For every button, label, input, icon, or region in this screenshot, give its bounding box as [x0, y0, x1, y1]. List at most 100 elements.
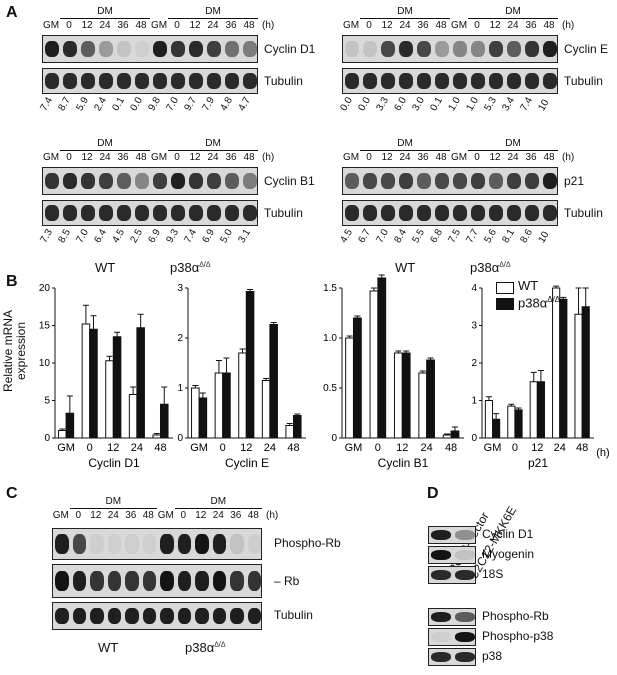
- cyclin_b1-tubulin-blot-band: [81, 205, 95, 221]
- p21-blot-band: [417, 172, 431, 190]
- cyclin_d1-quant-value: 9.8: [146, 95, 163, 113]
- cyclin_b1-lane-label: 0: [66, 152, 72, 163]
- cyclin_b1-tubulin-label: Tubulin: [264, 206, 303, 220]
- p21-lane-label: 24: [507, 152, 519, 163]
- panel-c-lane-label: GM: [52, 510, 69, 521]
- cyclin_e-blot-band: [507, 40, 521, 58]
- rb-blot: [52, 564, 262, 598]
- phospho-rb-blot-band: [247, 534, 261, 554]
- cyclin_b1-blot-band: [63, 172, 77, 190]
- cyclin_d1-quant-value: 0.1: [110, 95, 127, 113]
- p21-dm-line: [468, 150, 558, 151]
- chart-1-y-tick-label: 2: [177, 333, 183, 344]
- chart-0-category-label: 12: [107, 442, 119, 454]
- cyclin_e-blot-band: [435, 40, 449, 58]
- chart-0-bar-ko: [65, 412, 75, 439]
- cyclin_d1-blot-band: [189, 40, 203, 58]
- chart-2-bar-wt: [393, 352, 403, 439]
- panel-d-phospho-p38-blot: [428, 628, 476, 646]
- rb-blot-band: [195, 570, 209, 592]
- cyclin_d1-quant-value: 0.0: [128, 95, 145, 113]
- cyclin_d1-lane-label: 12: [81, 20, 93, 31]
- cyclin_d1-lane-label: 0: [66, 20, 72, 31]
- panel-label-a: A: [6, 4, 18, 21]
- p21-tubulin-blot-band: [417, 205, 431, 221]
- panel-c-lane-label: 24: [107, 510, 119, 521]
- p21-lane-label: 0: [474, 152, 480, 163]
- panel-c-tubulin-blot-band: [230, 607, 244, 625]
- cyclin_d1-blot-band: [81, 40, 95, 58]
- chart-1-bar-ko: [198, 397, 208, 439]
- cyclin_e-hours-unit: (h): [562, 20, 575, 31]
- panel-d-18s-blot-band: [431, 569, 451, 581]
- cyclin_e-tubulin-blot-band: [489, 73, 503, 89]
- cyclin_e-quant-value: 3.3: [374, 95, 391, 113]
- cyclin_e-lane-label: GM: [451, 20, 468, 31]
- p21-blot-band: [489, 172, 503, 190]
- cyclin_b1-tubulin-blot-band: [45, 205, 59, 221]
- cyclin_d1-tubulin-blot: [42, 68, 258, 94]
- p21-tubulin-blot-band: [381, 205, 395, 221]
- chart-3-bar-ko: [514, 409, 523, 439]
- cyclin_d1-lane-label: 24: [207, 20, 219, 31]
- cyclin_d1-quant-value: 9.7: [182, 95, 199, 113]
- cyclin_d1-blot-band: [99, 40, 113, 58]
- panel-label-d: D: [427, 485, 439, 502]
- chart-1-y-tick-label: 0: [177, 433, 183, 444]
- chart-3-bar-ko: [492, 418, 501, 439]
- cyclin_b1-tubulin-blot-band: [135, 205, 149, 221]
- panel-c-lane-label: 0: [180, 510, 187, 521]
- panel-c-genotype-wt: WT: [98, 640, 119, 655]
- rb-label: – Rb: [274, 574, 300, 588]
- rb-blot-band: [55, 570, 69, 592]
- chart-0-y-tick-label: 0: [44, 433, 50, 444]
- cyclin_d1-blot-band: [225, 40, 239, 58]
- chart-3-category-label: 12: [531, 442, 543, 454]
- chart-3-y-tick-label: 1: [471, 396, 477, 407]
- cyclin_e-tubulin-blot: [342, 68, 558, 94]
- chart-3-bar-wt: [507, 405, 516, 439]
- cyclin_b1-quant-value: 9.3: [164, 227, 181, 245]
- cyclin_b1-blot-band: [225, 172, 239, 190]
- rb-blot-band: [247, 570, 261, 592]
- cyclin_d1-blot-band: [171, 40, 185, 58]
- panel-c-tubulin-blot-band: [90, 607, 104, 625]
- chart-1-category-label: 12: [240, 442, 252, 454]
- cyclin_b1-quant-value: 6.9: [146, 227, 163, 245]
- cyclin_b1-lane-label: GM: [151, 152, 168, 163]
- cyclin_b1-lane-label: 36: [225, 152, 237, 163]
- chart-3-category-label: GM: [484, 442, 502, 454]
- p21-band-label: p21: [564, 174, 585, 188]
- rb-blot-band: [125, 570, 139, 592]
- chart-hours-unit: (h): [596, 447, 609, 459]
- p21-lane-label: 12: [489, 152, 501, 163]
- panel-c-tubulin-label: Tubulin: [274, 608, 313, 622]
- panel-d-phospho-p38-blot-band: [455, 631, 475, 643]
- cyclin_d1-lane-label: 48: [243, 20, 255, 31]
- cyclin_b1-quant-value: 3.1: [236, 227, 253, 245]
- phospho-rb-blot-band: [177, 534, 191, 554]
- panel-d-phospho-p38-blot-band: [431, 631, 451, 643]
- p21-dm-label: DM: [397, 138, 413, 149]
- panel-d-18s-blot-band: [455, 569, 475, 581]
- cyclin_e-tubulin-label: Tubulin: [564, 74, 603, 88]
- legend-wt-label: WT: [518, 278, 539, 293]
- panel-d-p38-blot: [428, 648, 476, 666]
- panel-c-lane-label: 36: [125, 510, 137, 521]
- genotype-ko-label: p38αΔ/Δ: [170, 260, 211, 275]
- chart-1-category-label: 48: [287, 442, 299, 454]
- cyclin_b1-quant-value: 7.0: [74, 227, 91, 245]
- cyclin_d1-dm-label: DM: [205, 6, 221, 17]
- panel-c-tubulin-blot-band: [195, 607, 209, 625]
- p21-tubulin-blot-band: [525, 205, 539, 221]
- panel-c-tubulin-blot-band: [212, 607, 226, 625]
- cyclin_e-dm-line: [360, 18, 450, 19]
- chart-2-y-tick-label: 0.5: [323, 383, 337, 394]
- p21-tubulin-blot-band: [363, 205, 377, 221]
- cyclin_d1-dm-label: DM: [97, 6, 113, 17]
- chart-3-y-tick-label: 0: [471, 433, 477, 444]
- panel-d-phospho-rb-blot-band: [455, 611, 475, 623]
- chart-1-category-label: 24: [264, 442, 276, 454]
- chart-3-bar-ko: [559, 298, 568, 439]
- panel-c-lane-label: 36: [230, 510, 242, 521]
